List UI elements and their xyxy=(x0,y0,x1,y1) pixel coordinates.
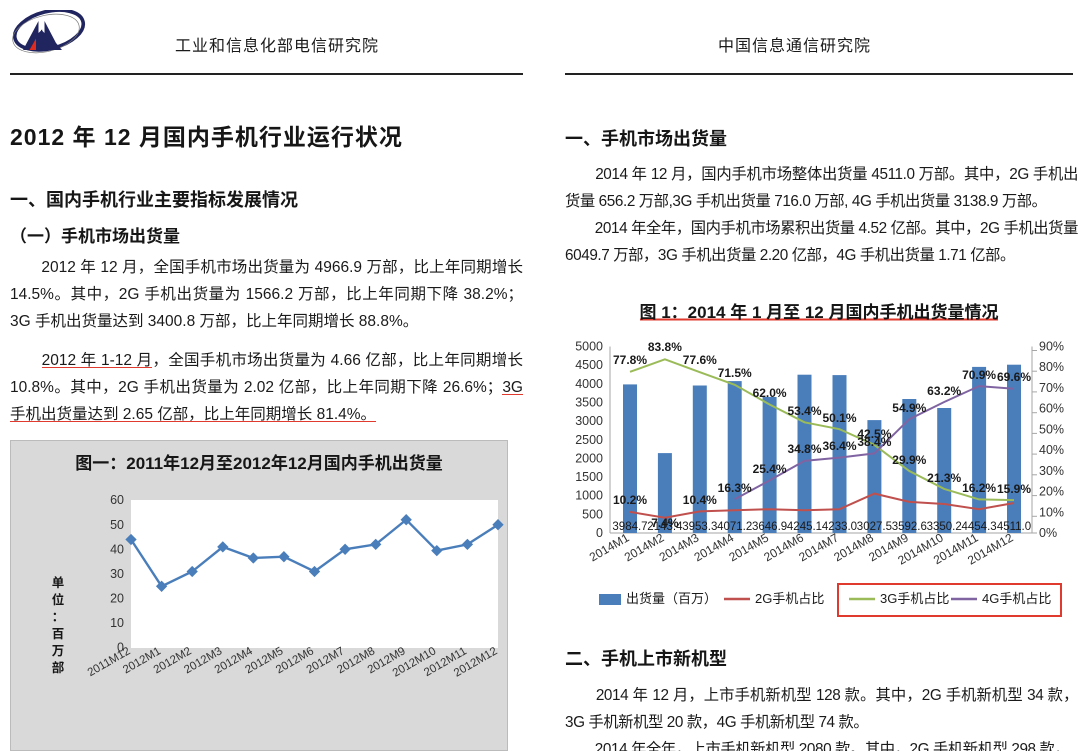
svg-text:16.2%: 16.2% xyxy=(962,481,996,495)
svg-text:2000: 2000 xyxy=(575,451,603,465)
svg-text:40%: 40% xyxy=(1039,443,1064,457)
svg-text:出货量（百万）: 出货量（百万） xyxy=(626,591,717,606)
svg-text:4454.3: 4454.3 xyxy=(962,521,997,533)
svg-text:3953.3: 3953.3 xyxy=(682,521,717,533)
svg-text:34.8%: 34.8% xyxy=(787,442,821,456)
svg-text:60%: 60% xyxy=(1039,402,1064,416)
svg-text:70.9%: 70.9% xyxy=(962,368,996,382)
svg-text:3592.6: 3592.6 xyxy=(892,521,927,533)
svg-text:3G手机占比: 3G手机占比 xyxy=(880,591,949,606)
svg-text:5000: 5000 xyxy=(575,340,603,354)
svg-text:1500: 1500 xyxy=(575,470,603,484)
svg-text:4245.1: 4245.1 xyxy=(787,521,822,533)
svg-text:70%: 70% xyxy=(1039,381,1064,395)
svg-text:3500: 3500 xyxy=(575,395,603,409)
svg-text:30%: 30% xyxy=(1039,464,1064,478)
svg-text:90%: 90% xyxy=(1039,340,1064,354)
svg-text:3984.7: 3984.7 xyxy=(612,521,647,533)
svg-text:0: 0 xyxy=(596,526,603,540)
svg-text:54.9%: 54.9% xyxy=(892,401,926,415)
svg-text:16.3%: 16.3% xyxy=(718,481,752,495)
svg-text:69.6%: 69.6% xyxy=(997,370,1031,384)
svg-text:10.4%: 10.4% xyxy=(683,493,717,507)
svg-text:3000: 3000 xyxy=(575,414,603,428)
svg-text:38.4%: 38.4% xyxy=(857,435,891,449)
svg-text:4000: 4000 xyxy=(575,377,603,391)
svg-text:2500: 2500 xyxy=(575,433,603,447)
svg-text:29.9%: 29.9% xyxy=(892,453,926,467)
svg-text:53.4%: 53.4% xyxy=(787,404,821,418)
svg-text:500: 500 xyxy=(582,507,603,521)
svg-text:62.0%: 62.0% xyxy=(753,386,787,400)
svg-text:1000: 1000 xyxy=(575,489,603,503)
svg-text:77.6%: 77.6% xyxy=(683,353,717,367)
svg-text:15.9%: 15.9% xyxy=(997,482,1031,496)
svg-text:4G手机占比: 4G手机占比 xyxy=(982,591,1051,606)
svg-text:71.5%: 71.5% xyxy=(718,366,752,380)
svg-text:3646.9: 3646.9 xyxy=(752,521,787,533)
svg-text:50%: 50% xyxy=(1039,422,1064,436)
svg-text:4500: 4500 xyxy=(575,358,603,372)
svg-text:10.2%: 10.2% xyxy=(613,493,647,507)
svg-text:2G手机占比: 2G手机占比 xyxy=(755,591,824,606)
svg-text:4233.0: 4233.0 xyxy=(822,521,857,533)
svg-text:50.1%: 50.1% xyxy=(822,411,856,425)
svg-text:83.8%: 83.8% xyxy=(648,340,682,354)
svg-text:7.4%: 7.4% xyxy=(651,516,679,530)
svg-text:4071.2: 4071.2 xyxy=(717,521,752,533)
svg-text:80%: 80% xyxy=(1039,360,1064,374)
svg-text:77.8%: 77.8% xyxy=(613,353,647,367)
svg-text:0%: 0% xyxy=(1039,526,1057,540)
svg-text:10%: 10% xyxy=(1039,505,1064,519)
svg-text:36.4%: 36.4% xyxy=(822,439,856,453)
svg-text:4511.0: 4511.0 xyxy=(997,521,1031,533)
svg-text:3027.5: 3027.5 xyxy=(857,521,892,533)
svg-text:20%: 20% xyxy=(1039,485,1064,499)
svg-text:21.3%: 21.3% xyxy=(927,471,961,485)
svg-text:63.2%: 63.2% xyxy=(927,384,961,398)
svg-text:3350.2: 3350.2 xyxy=(927,521,962,533)
svg-text:25.4%: 25.4% xyxy=(753,462,787,476)
